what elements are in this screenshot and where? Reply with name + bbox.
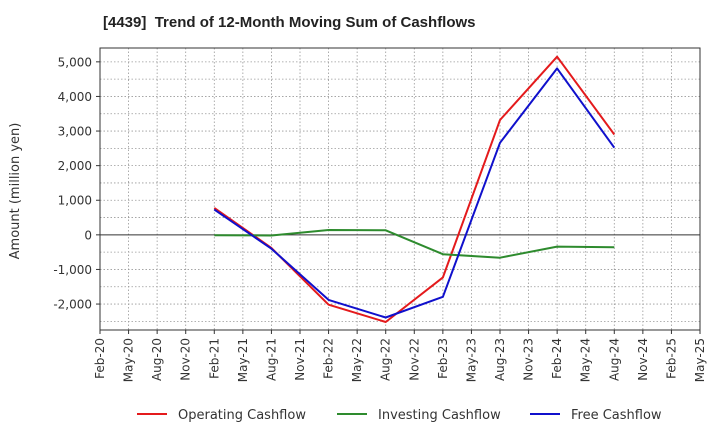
y-tick-label: 2,000: [58, 159, 92, 173]
x-tick-label: Aug-22: [379, 338, 393, 381]
investing-cashflow-line: [214, 229, 615, 259]
y-tick-label: 3,000: [58, 125, 92, 139]
x-tick-label: Nov-23: [522, 338, 536, 381]
legend: Operating Cashflow Investing Cashflow Free…: [137, 408, 662, 423]
x-tick-label: Aug-24: [607, 338, 621, 381]
legend-label-operating-cashflow: Operating Cashflow: [178, 408, 306, 423]
y-tick-label: -1,000: [53, 263, 92, 277]
plot-area-frame: [99, 47, 701, 331]
x-tick-label: May-20: [122, 338, 136, 382]
x-tick-label: Nov-24: [636, 338, 650, 381]
x-tick-label: Aug-23: [493, 338, 507, 381]
x-tick-label: Aug-20: [150, 338, 164, 381]
y-tick-label: 4,000: [58, 90, 92, 104]
y-axis-ticks: -2,000 -1,000 0 1,000 2,000 3,000 4,000 5,000: [53, 55, 100, 312]
y-tick-label: 0: [84, 228, 92, 242]
x-tick-label: Feb-23: [436, 338, 450, 379]
x-tick-label: Feb-20: [93, 338, 107, 379]
x-tick-label: May-21: [236, 338, 250, 382]
x-axis-ticks: Feb-20 May-20 Aug-20 Nov-20 Feb-21 May-21 Aug-…: [93, 330, 707, 382]
x-tick-label: Aug-21: [264, 338, 278, 381]
x-tick-label: Feb-25: [664, 338, 678, 379]
x-tick-label: Feb-21: [207, 338, 221, 379]
free-cashflow-line: [213, 67, 616, 319]
y-tick-label: 1,000: [58, 194, 92, 208]
legend-label-investing-cashflow: Investing Cashflow: [378, 408, 501, 423]
x-tick-label: Feb-22: [322, 338, 336, 379]
legend-label-free-cashflow: Free Cashflow: [571, 408, 662, 423]
x-tick-label: Nov-22: [407, 338, 421, 381]
y-tick-label: 5,000: [58, 55, 92, 69]
x-tick-label: May-25: [693, 338, 707, 382]
x-tick-label: Feb-24: [550, 338, 564, 379]
x-tick-label: Nov-21: [293, 338, 307, 381]
x-tick-label: May-24: [579, 338, 593, 382]
x-tick-label: May-23: [464, 338, 478, 382]
x-tick-label: Nov-20: [179, 338, 193, 381]
x-tick-label: May-22: [350, 338, 364, 382]
y-tick-label: -2,000: [53, 298, 92, 312]
chart-title: [4439] Trend of 12-Month Moving Sum of C…: [103, 14, 476, 31]
grid-lines: [100, 48, 700, 330]
y-axis-label: Amount (million yen): [8, 123, 23, 260]
series-lines: [213, 55, 616, 323]
